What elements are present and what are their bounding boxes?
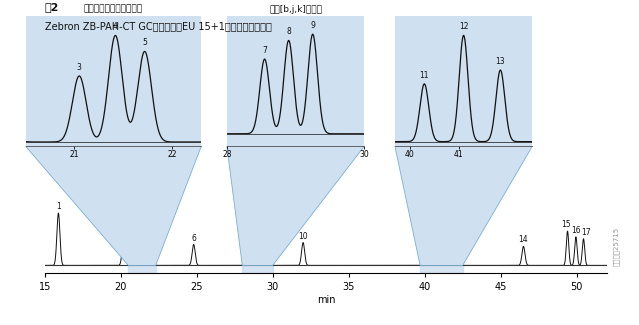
Text: 1: 1 <box>56 202 61 211</box>
Bar <box>242 156 273 273</box>
Text: 5: 5 <box>142 38 147 47</box>
Text: 7: 7 <box>246 232 251 240</box>
Text: 2: 2 <box>121 224 126 233</box>
Text: 14: 14 <box>519 236 528 244</box>
Text: 17: 17 <box>581 228 590 237</box>
Text: 8: 8 <box>254 226 258 235</box>
Text: 12: 12 <box>459 22 468 31</box>
Text: 16: 16 <box>571 226 581 235</box>
Text: 12: 12 <box>436 167 446 176</box>
Bar <box>128 156 156 273</box>
Text: Zebron ZB-PAH-CT GC色谱柱上的EU 15+1多环芳烃与三亚苯: Zebron ZB-PAH-CT GC色谱柱上的EU 15+1多环芳烃与三亚苯 <box>45 21 272 31</box>
Text: 应用号：25715: 应用号：25715 <box>613 227 620 266</box>
Text: 8: 8 <box>286 27 291 36</box>
Text: 3: 3 <box>132 196 136 204</box>
Text: 4: 4 <box>113 22 118 31</box>
Text: 9: 9 <box>311 21 315 30</box>
Text: 13: 13 <box>450 196 460 204</box>
X-axis label: min: min <box>317 295 335 305</box>
Text: 苯并[b,j,k]的分离: 苯并[b,j,k]的分离 <box>269 5 322 14</box>
Text: 对三亚苯和芹的完整分离: 对三亚苯和芹的完整分离 <box>84 5 143 14</box>
Text: 4: 4 <box>140 159 145 168</box>
Text: 9: 9 <box>261 224 266 233</box>
Text: 图2: 图2 <box>45 2 59 12</box>
Text: 15: 15 <box>561 220 571 229</box>
Text: 6: 6 <box>191 234 196 242</box>
Bar <box>420 156 463 273</box>
Text: 5: 5 <box>147 174 152 183</box>
Text: 13: 13 <box>496 57 505 66</box>
Text: 10: 10 <box>298 232 308 240</box>
Text: 11: 11 <box>422 207 432 216</box>
Text: 3: 3 <box>77 63 82 72</box>
Text: 11: 11 <box>420 71 429 80</box>
Text: 7: 7 <box>262 46 267 55</box>
